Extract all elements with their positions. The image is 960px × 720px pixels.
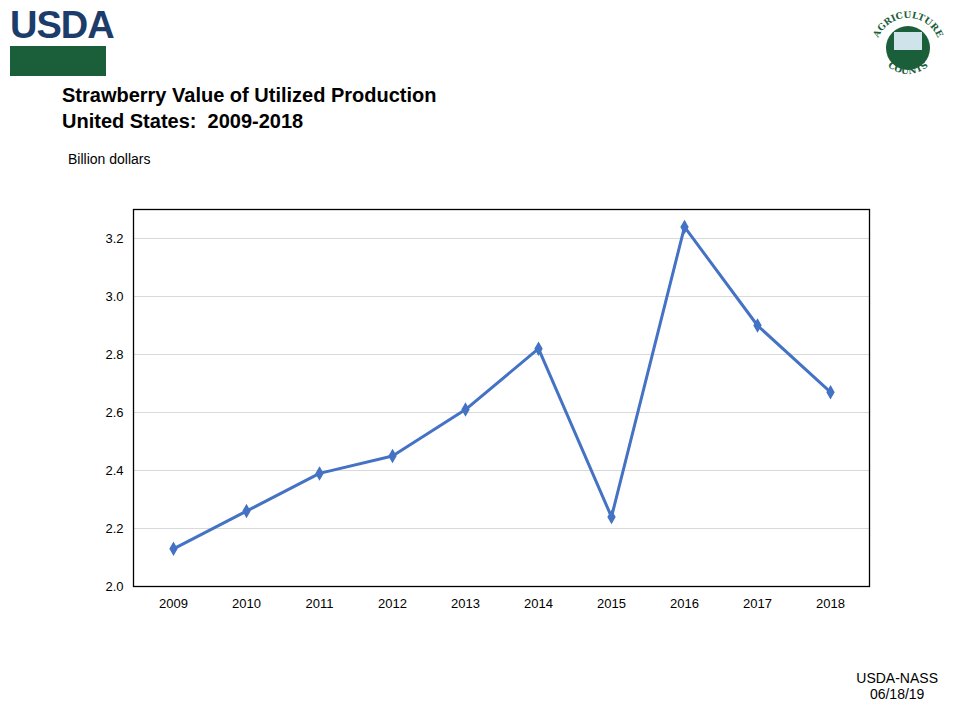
html-text:USDA: USDA bbox=[10, 4, 114, 46]
html-text:USDA-NASS 06/18/19: USDA-NASS 06/18/19 bbox=[856, 670, 938, 702]
svg-text:2009: 2009 bbox=[159, 596, 188, 611]
svg-text:2017: 2017 bbox=[743, 596, 772, 611]
svg-text:2011: 2011 bbox=[306, 596, 334, 611]
svg-text:2015: 2015 bbox=[597, 596, 626, 611]
html-text:Billion dollars: Billion dollars bbox=[68, 151, 151, 167]
svg-text:2010: 2010 bbox=[232, 596, 261, 611]
svg-text:2013: 2013 bbox=[451, 596, 480, 611]
html-text:Strawberry Value of Utilized P: Strawberry Value of Utilized Production … bbox=[62, 84, 437, 132]
svg-text:2018: 2018 bbox=[816, 596, 845, 611]
svg-text:COUNTS: COUNTS bbox=[886, 60, 929, 76]
svg-text:2016: 2016 bbox=[670, 596, 699, 611]
svg-text:3.2: 3.2 bbox=[105, 231, 123, 246]
svg-text:AGRICULTURE: AGRICULTURE bbox=[871, 10, 945, 40]
svg-text:3.0: 3.0 bbox=[105, 289, 123, 304]
svg-text:2.4: 2.4 bbox=[105, 463, 123, 478]
svg-text:2.8: 2.8 bbox=[105, 347, 123, 362]
svg-text:2.0: 2.0 bbox=[105, 579, 123, 594]
svg-text:2014: 2014 bbox=[524, 596, 553, 611]
svg-text:2.6: 2.6 bbox=[105, 405, 123, 420]
svg-text:2.2: 2.2 bbox=[105, 521, 123, 536]
svg-text:2012: 2012 bbox=[378, 596, 407, 611]
